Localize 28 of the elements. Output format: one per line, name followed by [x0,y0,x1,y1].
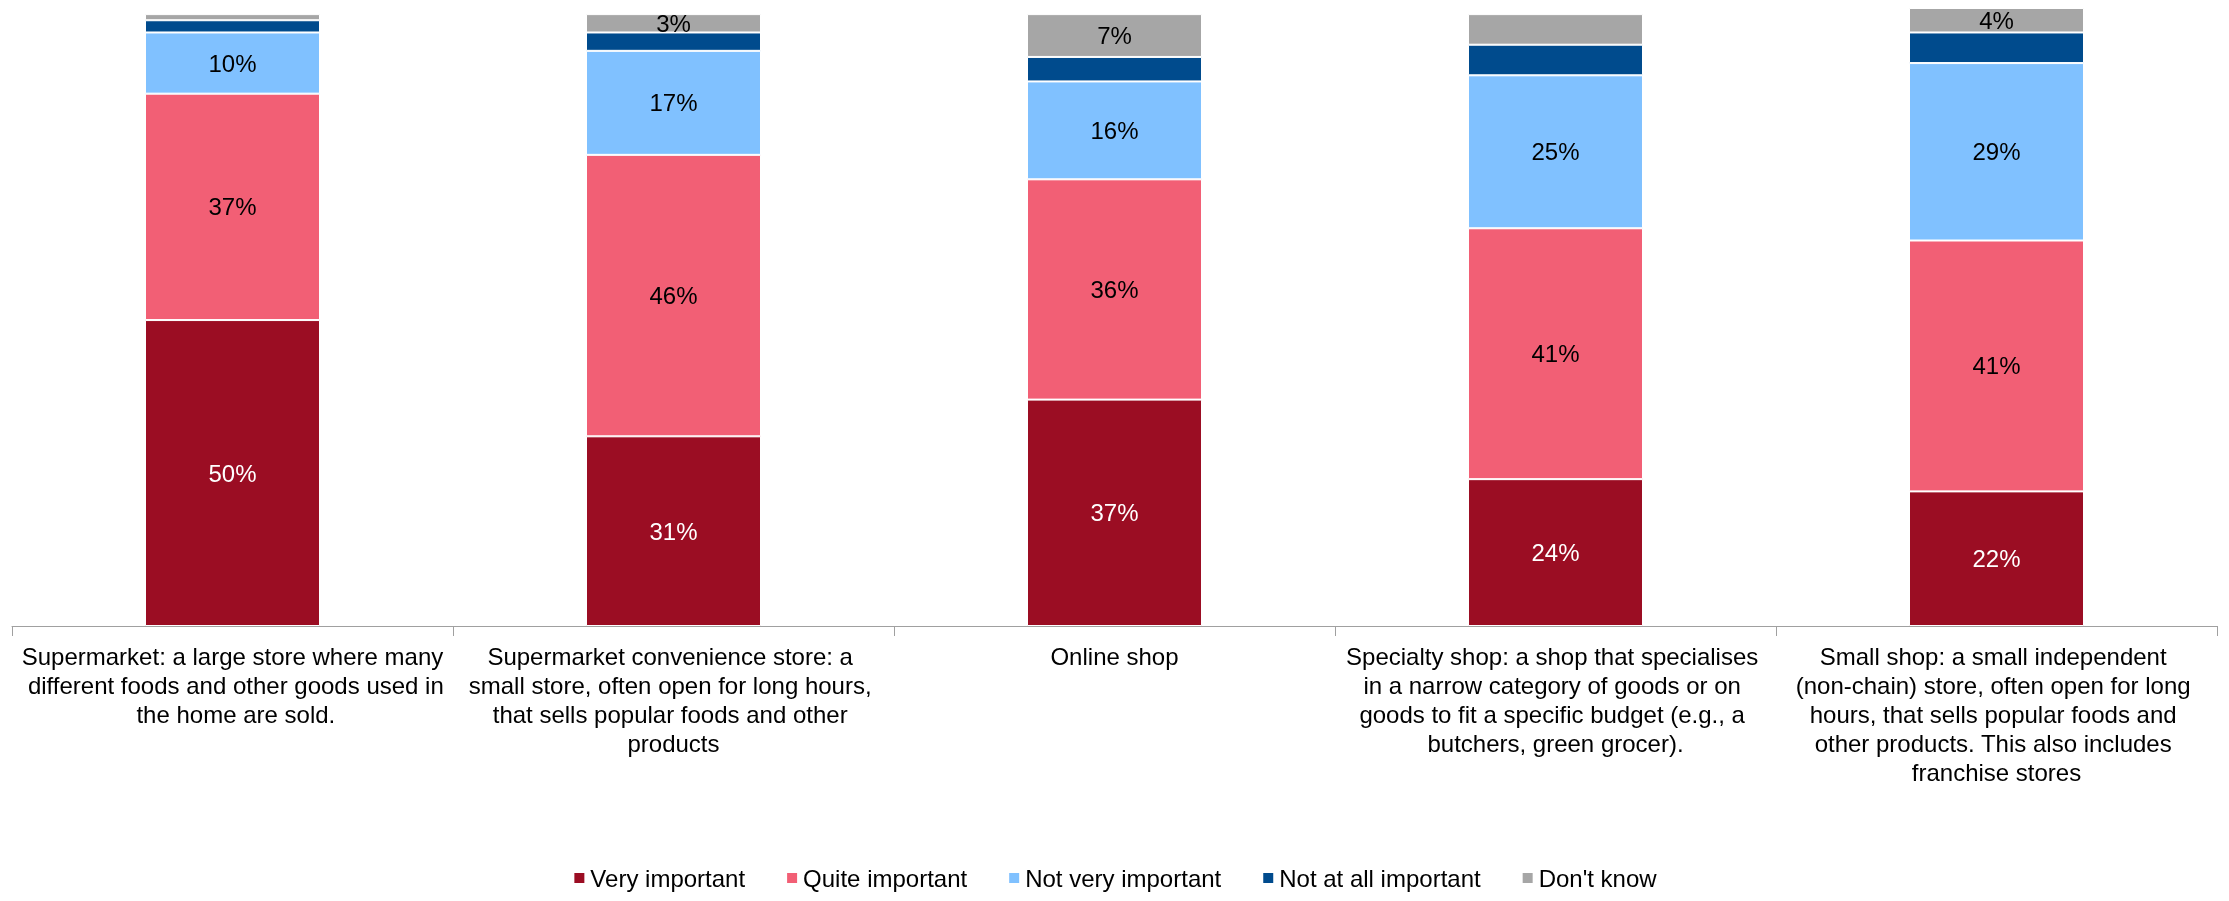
data-label: 41% [1972,352,2021,380]
data-label: 29% [1972,138,2021,166]
data-label: 50% [208,459,257,487]
legend-label: Not very important [1025,864,1222,892]
data-label: 25% [1531,138,1580,166]
data-label: 24% [1531,539,1580,567]
data-label: 10% [208,49,257,77]
data-label: 31% [649,517,698,545]
x-tick-label: Supermarket: a large store where many different foods and other goods used in the home are sold. [21,643,444,728]
data-label: 37% [1090,499,1139,527]
data-label: 37% [208,193,257,221]
legend-label: Not at all important [1279,864,1481,892]
x-tick-label: Small shop: a small independent (non-chain) store, often open for long hours, that sells popular foods and other products. This also includes franchise stores [1795,643,2198,786]
legend-label: Don't know [1538,864,1658,892]
data-label: 3% [656,9,691,37]
x-tick-label: Specialty shop: a shop that specialises in a narrow category of goods or on goods to fit a specific budget (e.g., a butchers, green grocer). [1346,643,1765,757]
data-label: 36% [1090,275,1139,303]
data-label: 41% [1531,340,1580,368]
data-label: 22% [1972,545,2021,573]
data-label: 7% [1097,22,1132,50]
x-tick-label: Supermarket convenience store: a small store, often open for long hours, that sells popular foods and other products [468,643,879,757]
legend-label: Very important [590,864,746,892]
x-tick-label: Online shop [1050,643,1179,670]
data-label: 46% [649,282,698,310]
data-label: 4% [1979,6,2014,34]
legend-label: Quite important [803,864,968,892]
data-label: 16% [1090,116,1139,144]
data-label: 17% [649,89,698,117]
